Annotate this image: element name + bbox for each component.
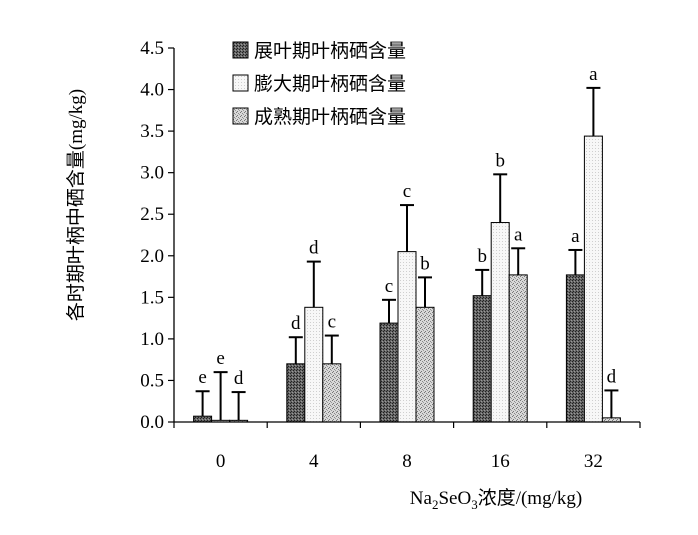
bar-series-3-cat-16 — [508, 274, 528, 423]
significance-label: a — [514, 224, 523, 245]
x-ticks: 0 4 8 16 32 — [173, 422, 641, 472]
significance-label: d — [234, 368, 244, 389]
x-label-mid: SeO — [438, 488, 471, 509]
significance-label: e — [216, 348, 224, 369]
bar-series-1-cat-8 — [379, 322, 399, 423]
y-tick-label: 0.0 — [140, 412, 164, 433]
legend-swatch-2 — [232, 74, 249, 92]
y-tick-label: 0.5 — [140, 370, 164, 391]
bar-series-1-cat-4 — [286, 363, 306, 423]
axes — [173, 48, 640, 423]
significance-label: c — [403, 181, 411, 202]
significance-label: a — [571, 226, 580, 247]
significance-label: d — [291, 313, 301, 334]
y-axis-label: 各时期叶柄中硒含量(mg/kg) — [65, 89, 87, 321]
bar-series-2-cat-32 — [583, 135, 603, 423]
legend-label-2: 膨大期叶柄硒含量 — [254, 73, 406, 95]
x-tick-label: 16 — [491, 451, 510, 472]
significance-label: d — [607, 366, 617, 387]
bar-series-1-cat-0 — [193, 415, 213, 423]
significance-label: b — [420, 253, 430, 274]
x-label-sub2: 3 — [471, 497, 478, 512]
legend-swatch-3 — [232, 107, 249, 125]
x-tick-label: 8 — [402, 451, 412, 472]
bar-series-3-cat-4 — [322, 363, 342, 423]
y-tick-label: 3.0 — [140, 163, 164, 184]
significance-label: b — [477, 246, 487, 267]
x-label-prefix: Na — [410, 488, 433, 509]
bar-series-2-cat-8 — [397, 251, 417, 423]
legend-swatch-1 — [232, 41, 249, 59]
y-tick-label: 1.0 — [140, 329, 164, 350]
bar-series-1-cat-32 — [565, 274, 585, 423]
significance-label: c — [385, 276, 393, 297]
bar-series-3-cat-8 — [415, 306, 435, 423]
significance-label: a — [589, 64, 598, 85]
significance-label: d — [309, 238, 319, 259]
bar-series-2-cat-4 — [304, 306, 324, 423]
y-tick-label: 2.0 — [140, 246, 164, 267]
x-tick-label: 0 — [216, 451, 226, 472]
significance-label: b — [495, 150, 505, 171]
bars-layer — [193, 135, 621, 423]
bar-series-2-cat-16 — [490, 222, 510, 423]
y-tick-label: 4.0 — [140, 80, 164, 101]
legend-label-1: 展叶期叶柄硒含量 — [254, 40, 406, 62]
significance-label: c — [328, 312, 336, 333]
y-tick-label: 2.5 — [140, 204, 164, 225]
y-tick-label: 1.5 — [140, 287, 164, 308]
significance-label: e — [198, 367, 206, 388]
x-label-sub1: 2 — [432, 497, 439, 512]
x-tick-label: 4 — [309, 451, 319, 472]
y-ticks: 0.0 0.5 1.0 1.5 2.0 2.5 3.0 3.5 4.0 4.5 — [140, 38, 174, 433]
error-bars-layer — [195, 86, 619, 421]
y-tick-label: 4.5 — [140, 38, 164, 59]
x-tick-label: 32 — [584, 451, 603, 472]
bar-series-1-cat-16 — [472, 295, 492, 423]
legend-label-3: 成熟期叶柄硒含量 — [254, 106, 406, 128]
y-tick-label: 3.5 — [140, 121, 164, 142]
x-axis-label: Na2SeO3浓度/(mg/kg) — [410, 487, 582, 512]
x-label-suffix: 浓度/(mg/kg) — [478, 487, 583, 509]
